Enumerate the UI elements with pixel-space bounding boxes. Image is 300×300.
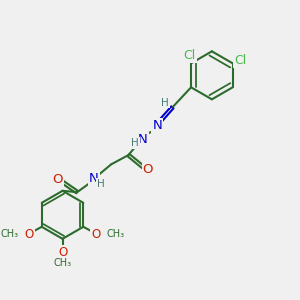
Text: O: O [91, 228, 101, 241]
Text: Cl: Cl [184, 50, 196, 62]
Text: CH₃: CH₃ [0, 229, 19, 239]
Text: O: O [58, 246, 67, 259]
Text: H: H [97, 178, 104, 189]
Text: O: O [142, 163, 153, 176]
Text: CH₃: CH₃ [53, 258, 72, 268]
Text: O: O [52, 173, 63, 186]
Text: O: O [25, 228, 34, 241]
Text: H: H [161, 98, 169, 107]
Text: N: N [152, 119, 162, 132]
Text: H: H [131, 138, 139, 148]
Text: N: N [138, 133, 148, 146]
Text: CH₃: CH₃ [106, 229, 125, 239]
Text: Cl: Cl [234, 54, 246, 67]
Text: N: N [89, 172, 99, 185]
